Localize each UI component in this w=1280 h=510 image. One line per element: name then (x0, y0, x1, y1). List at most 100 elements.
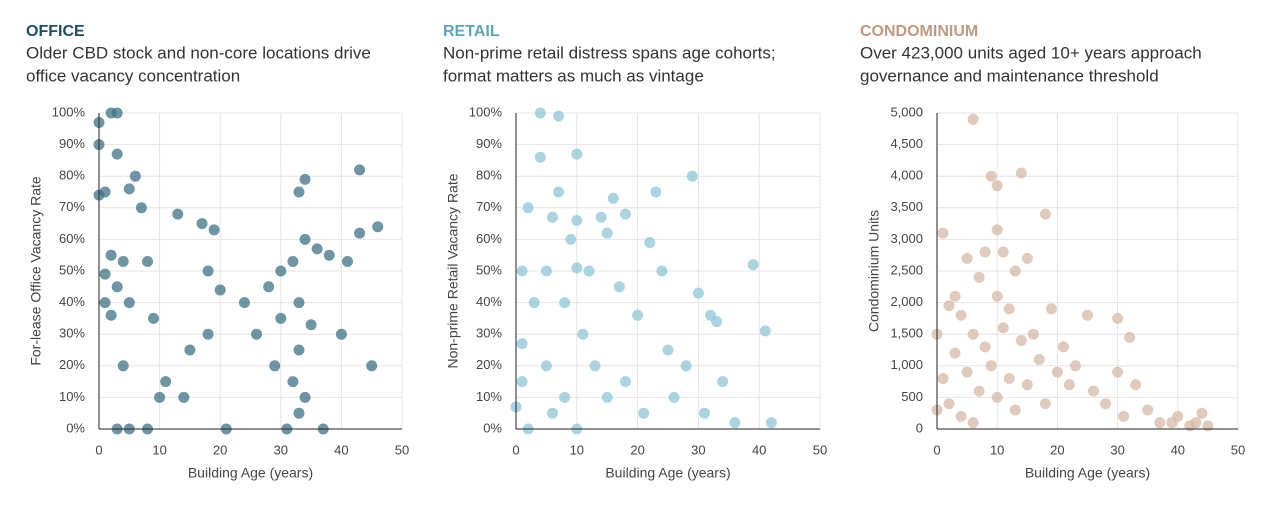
point (540, 360, 552, 372)
point (943, 300, 955, 312)
point (1154, 417, 1166, 429)
point (323, 249, 335, 261)
point (305, 319, 317, 331)
x-tick-label: 0 (933, 442, 940, 457)
y-tick-label: 70% (59, 199, 85, 214)
point (299, 173, 311, 185)
point (208, 224, 220, 236)
point (973, 271, 985, 283)
point (553, 110, 565, 122)
point (589, 360, 601, 372)
point (214, 284, 226, 296)
point (961, 252, 973, 264)
point (1039, 398, 1051, 410)
point (293, 186, 305, 198)
x-tick-label: 10 (990, 442, 1004, 457)
panel-subtitle: format matters as much as vintage (443, 66, 704, 85)
y-tick-label: 4,500 (890, 136, 923, 151)
y-tick-label: 0% (483, 420, 502, 435)
point (680, 360, 692, 372)
point (202, 328, 214, 340)
point (553, 186, 565, 198)
y-tick-label: 4,000 (890, 168, 923, 183)
point (293, 407, 305, 419)
point (154, 391, 166, 403)
y-tick-label: 3,000 (890, 231, 923, 246)
point (516, 338, 528, 350)
point (196, 218, 208, 230)
point (979, 341, 991, 353)
panel-subtitle: Non-prime retail distress spans age coho… (443, 43, 776, 62)
point (123, 183, 135, 195)
point (644, 237, 656, 249)
point (613, 281, 625, 293)
point (1063, 379, 1075, 391)
point (967, 417, 979, 429)
x-tick-label: 40 (1171, 442, 1185, 457)
y-tick-label: 20% (59, 357, 85, 372)
y-axis-label: Non-prime Retail Vacancy Rate (445, 173, 461, 368)
point (135, 202, 147, 214)
point (1082, 309, 1093, 321)
y-tick-label: 1,500 (890, 326, 923, 341)
y-tick-label: 30% (476, 326, 502, 341)
point (251, 328, 263, 340)
point (571, 214, 583, 226)
point (565, 233, 577, 245)
point (534, 151, 546, 163)
y-tick-label: 0 (916, 420, 923, 435)
x-tick-label: 40 (334, 442, 348, 457)
panel-subtitle: Over 423,000 units aged 10+ years approa… (860, 43, 1202, 62)
x-tick-label: 0 (512, 442, 519, 457)
point (1057, 341, 1069, 353)
y-tick-label: 500 (901, 389, 923, 404)
point (1009, 265, 1021, 277)
point (949, 290, 961, 302)
point (160, 376, 172, 388)
point (1045, 303, 1057, 315)
point (1015, 167, 1027, 179)
y-tick-label: 40% (59, 294, 85, 309)
y-tick-label: 60% (476, 231, 502, 246)
panel-subtitle: governance and maintenance threshold (860, 66, 1159, 85)
panel-subtitle: office vacancy concentration (26, 66, 240, 85)
point (123, 297, 135, 309)
x-tick-label: 10 (152, 442, 166, 457)
point (991, 180, 1003, 192)
x-axis-label: Building Age (years) (1025, 465, 1150, 481)
point (601, 391, 613, 403)
point (178, 391, 190, 403)
x-tick-label: 30 (274, 442, 288, 457)
point (1172, 410, 1184, 422)
x-tick-label: 20 (630, 442, 644, 457)
point (299, 391, 311, 403)
point (583, 265, 595, 277)
point (979, 246, 991, 258)
point (202, 265, 214, 277)
point (967, 328, 979, 340)
point (105, 249, 117, 261)
point (692, 287, 704, 299)
point (632, 309, 644, 321)
point (534, 107, 546, 119)
point (1009, 404, 1021, 416)
point (111, 148, 123, 160)
panel-title: CONDOMINIUM (860, 23, 978, 40)
point (1021, 252, 1033, 264)
point (997, 246, 1009, 258)
y-tick-label: 5,000 (890, 104, 923, 119)
y-tick-label: 90% (59, 136, 85, 151)
point (1015, 335, 1027, 347)
point (293, 297, 305, 309)
point (937, 372, 949, 384)
point (985, 360, 997, 372)
point (943, 398, 955, 410)
point (595, 211, 607, 223)
point (540, 265, 552, 277)
y-tick-label: 60% (59, 231, 85, 246)
point (656, 265, 668, 277)
point (619, 208, 631, 220)
point (184, 344, 196, 356)
x-tick-label: 20 (1050, 442, 1064, 457)
